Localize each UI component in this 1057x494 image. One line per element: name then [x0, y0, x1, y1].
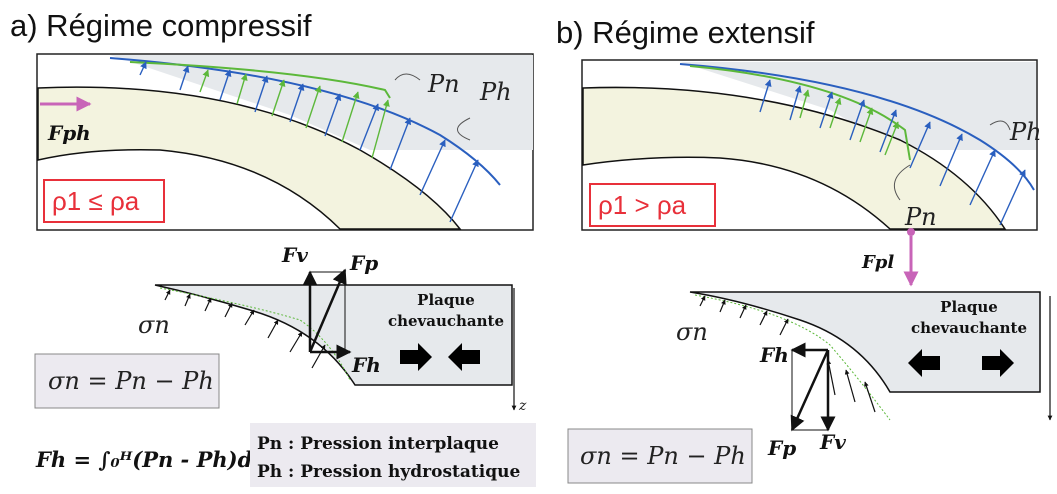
panel-b-wedge: Fh Fp Fv Plaque chevauchante σn — [676, 291, 1053, 460]
subducting-slab — [37, 86, 462, 230]
plate-label-a-1: Plaque — [417, 291, 475, 309]
legend-pn: Pn : Pression interplaque — [257, 434, 499, 454]
fh-label-b: Fh — [759, 343, 789, 367]
z-label: z — [518, 398, 527, 414]
fp-label-b: Fp — [767, 436, 796, 460]
panel-b-title: b) Régime extensif — [556, 15, 815, 50]
fh-label-a: Fh — [351, 353, 381, 377]
subducting-slab-b — [582, 86, 1007, 230]
sigma-eq-box-b — [567, 428, 753, 484]
density-box-b — [589, 183, 716, 227]
plate-label-b-2: chevauchante — [911, 319, 1027, 337]
sigma-arrows-a — [164, 289, 326, 369]
pn-label-a: Pn — [427, 70, 460, 98]
legend-ph: Ph : Pression hydrostatique — [257, 462, 520, 482]
legend-box — [250, 423, 536, 487]
fh-integral: Fh = ∫₀ᴴ(Pn - Ph)dz — [35, 447, 265, 472]
sigma-eq-a: σn = Pn − Ph — [48, 367, 214, 395]
arrow-left-b — [908, 349, 940, 377]
density-box-a — [43, 179, 165, 223]
fph-label: Fph — [47, 121, 91, 145]
ph-arrows-b — [759, 79, 1026, 226]
water-band — [110, 55, 533, 150]
panel-a-title: a) Régime compressif — [10, 8, 312, 43]
arrow-right-a — [400, 343, 432, 371]
ph-curve-b — [679, 63, 1035, 191]
fp-label-a: Fp — [349, 251, 378, 275]
sigma-eq-box-a — [34, 353, 220, 409]
ph-arrows — [139, 61, 479, 223]
panel-a-wedge: Fv Fp Fh Plaque chevauchante z σn — [138, 243, 527, 414]
fp-vector-a — [308, 268, 347, 353]
sigma-label-a: σn — [138, 311, 170, 339]
panel-b-top-box: Ph Pn ρ1 > ρa — [581, 59, 1042, 231]
fpl-origin — [907, 228, 915, 236]
pn-arrows — [199, 69, 390, 159]
density-rel-b: ρ1 > ρa — [598, 190, 687, 220]
plate-label-b-1: Plaque — [940, 298, 998, 316]
sigma-label-b: σn — [676, 318, 708, 346]
sigma-eq-b: σn = Pn − Ph — [580, 442, 746, 470]
ph-label-a: Ph — [479, 78, 512, 106]
fv-label-b: Fv — [819, 430, 846, 454]
density-rel-a: ρ1 ≤ ρa — [52, 186, 140, 216]
pn-label-b: Pn — [904, 203, 937, 231]
arrow-right-b — [982, 349, 1014, 377]
arrow-left-a — [448, 343, 480, 371]
sigma-arrows-b — [699, 295, 876, 413]
plate-label-a-2: chevauchante — [388, 312, 504, 330]
fp-vector-b — [790, 349, 830, 432]
pn-arrows-b — [799, 89, 899, 156]
panel-a-top-box: Pn Ph Fph ρ1 ≤ ρa — [36, 53, 534, 231]
ph-label-b: Ph — [1009, 118, 1042, 146]
overriding-plate-b — [689, 291, 1041, 393]
fpl-label: Fpl — [861, 252, 894, 273]
pn-curve — [129, 61, 391, 99]
fv-label-a: Fv — [281, 243, 308, 267]
